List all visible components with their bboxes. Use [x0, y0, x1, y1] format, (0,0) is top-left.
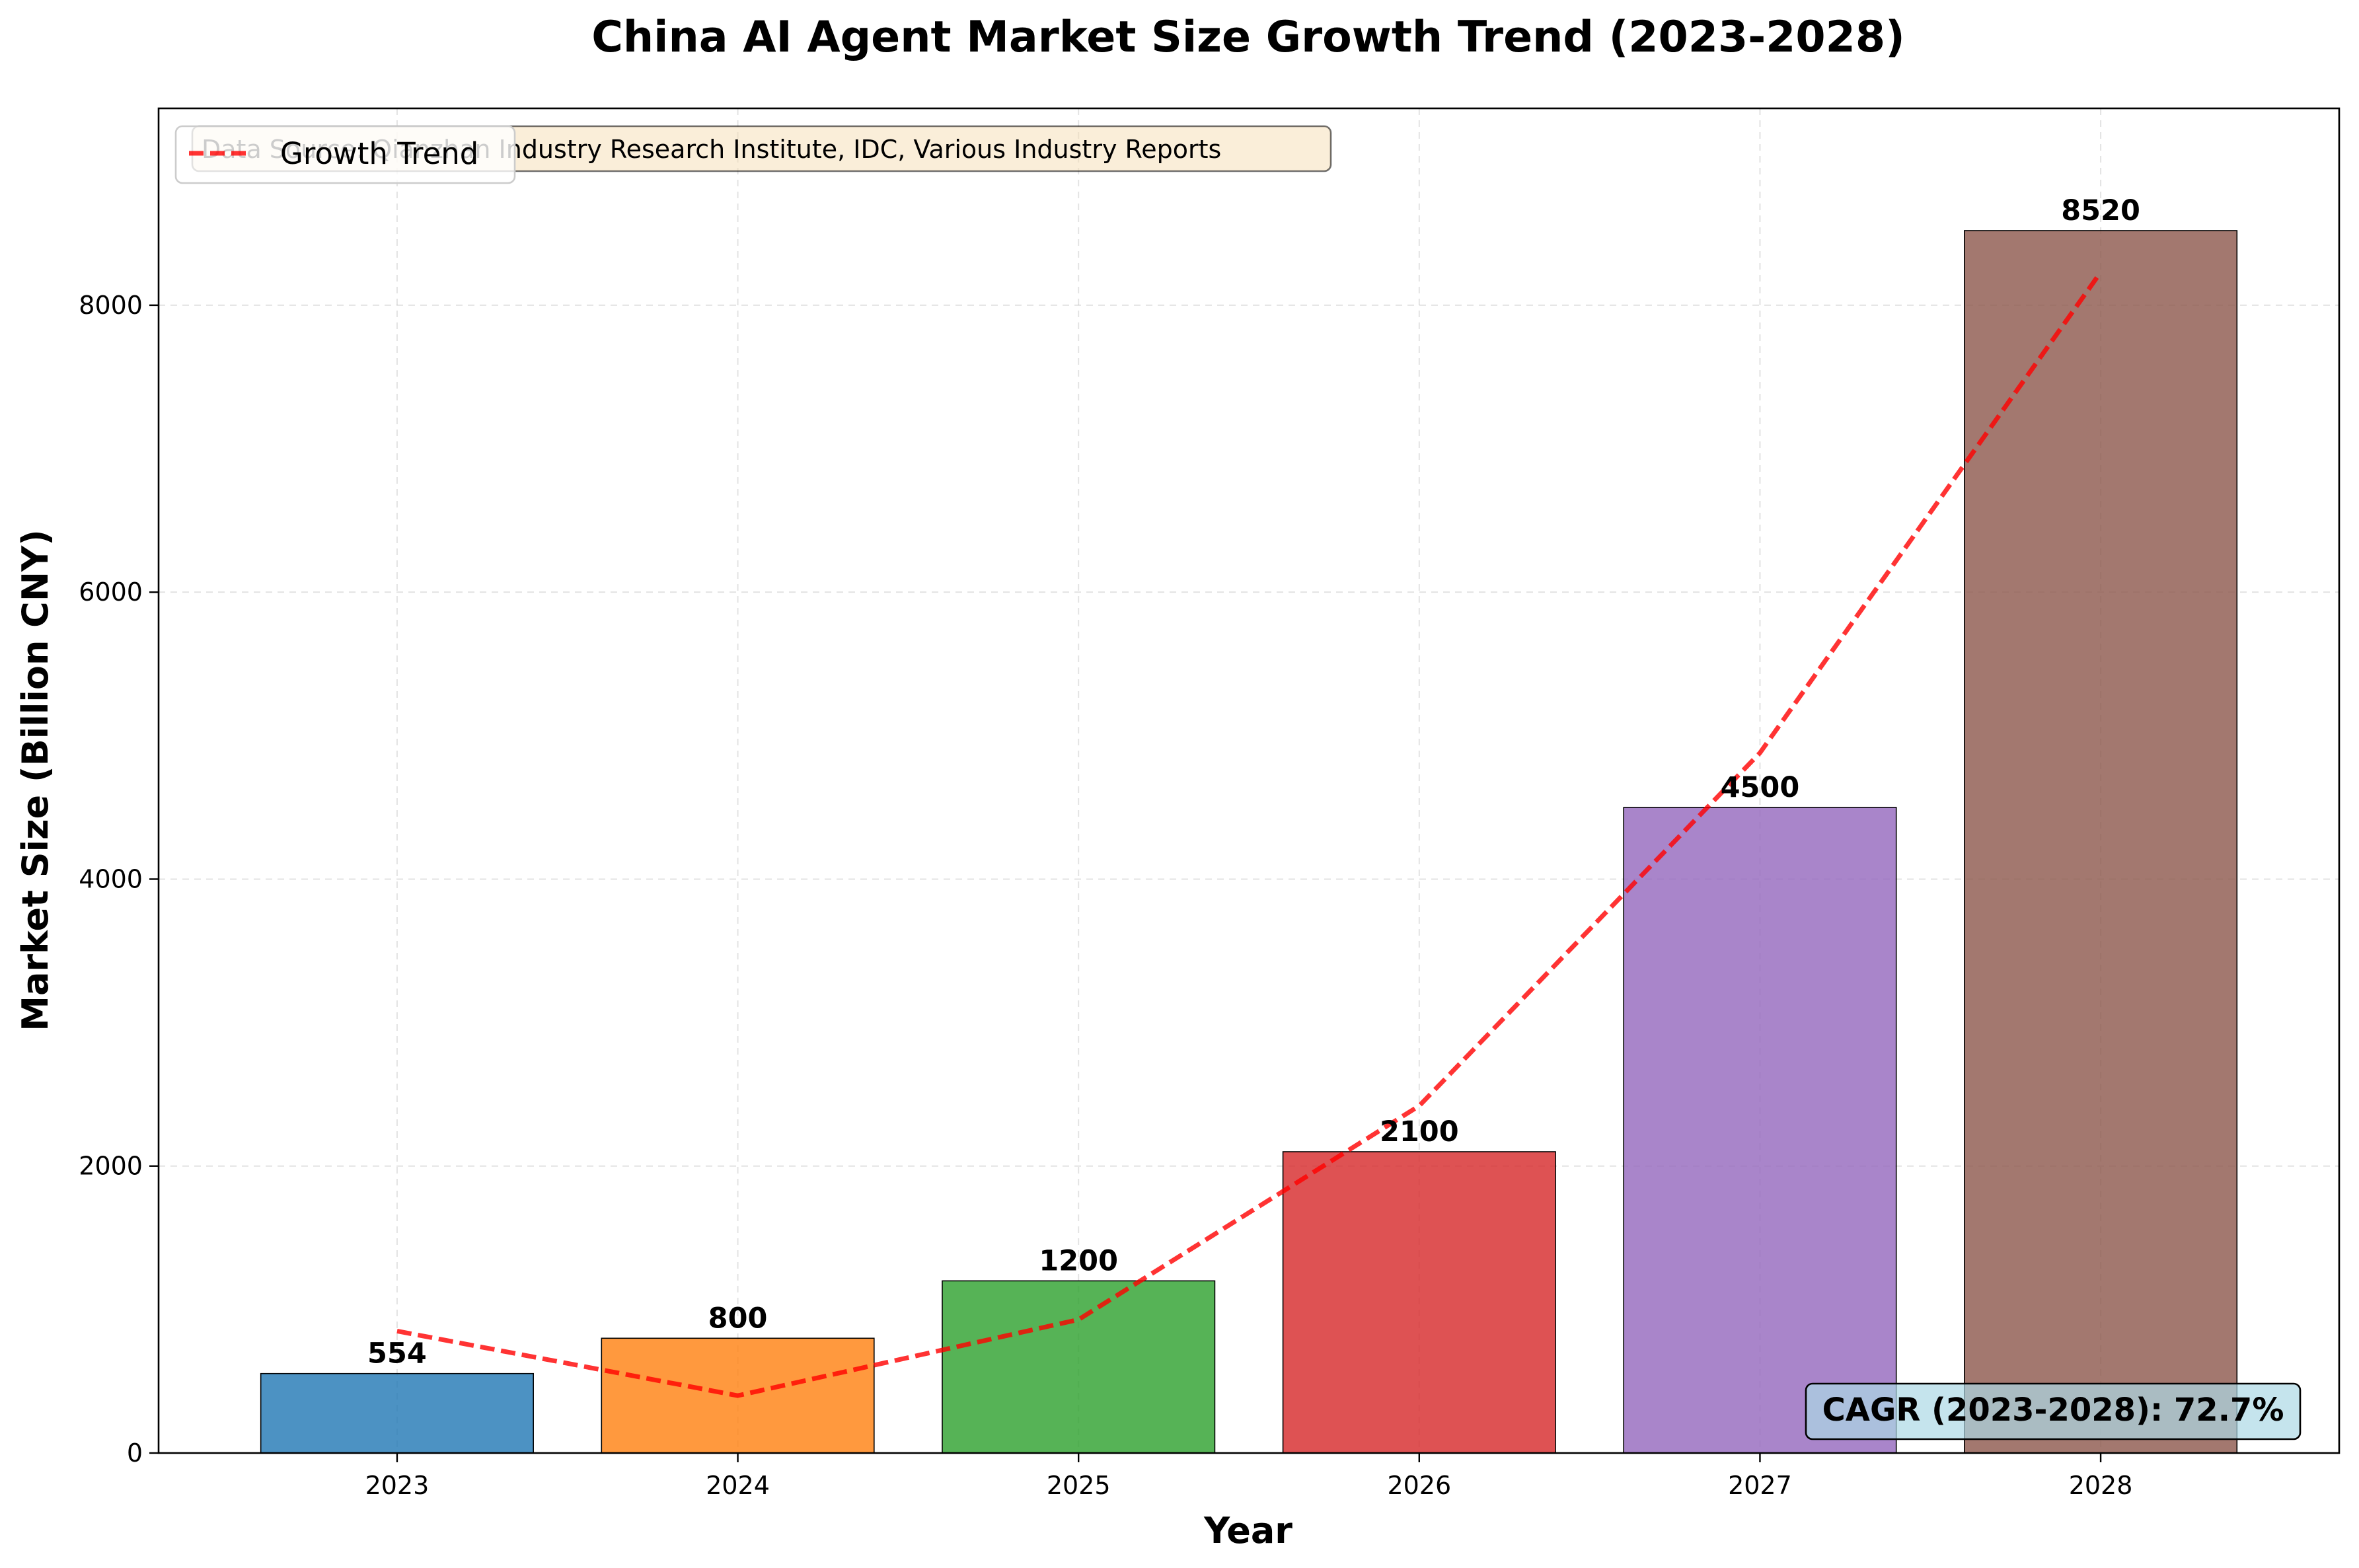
legend-box [174, 125, 516, 184]
bar-2025 [942, 1280, 1216, 1454]
bar-2028 [1964, 230, 2238, 1454]
data-label-2025: 1200 [1039, 1244, 1118, 1277]
data-label-2027: 4500 [1721, 771, 1800, 804]
trend-line-group [396, 270, 2103, 1398]
cagr-note-text: CAGR (2023-2028): 72.7% [1822, 1392, 2284, 1429]
legend-trend-label: Growth Trend [280, 136, 478, 171]
chart-title: China AI Agent Market Size Growth Trend … [591, 13, 1905, 62]
cagr-note-box [1805, 1382, 2302, 1440]
bar-2023 [260, 1372, 534, 1454]
x-tick-label-2024: 2024 [706, 1471, 770, 1500]
x-tick-label-2023: 2023 [365, 1471, 430, 1500]
y-tick-label-8000: 8000 [79, 291, 143, 320]
bar-2026 [1282, 1151, 1556, 1454]
y-tick-label-4000: 4000 [79, 864, 143, 893]
data-label-2026: 2100 [1380, 1115, 1459, 1148]
data-labels: 554 800 1200 2100 4500 8520 [367, 194, 2140, 1370]
y-tick-label-0: 0 [127, 1438, 143, 1468]
grid [159, 108, 2339, 1453]
x-tick-label-2025: 2025 [1047, 1471, 1111, 1500]
cagr-note: CAGR (2023-2028): 72.7% [1805, 1382, 2302, 1440]
x-axis: 2023 2024 2025 2026 2027 2028 [365, 1453, 2133, 1500]
x-tick-label-2026: 2026 [1387, 1471, 1451, 1500]
plot-frame [157, 107, 2340, 1454]
x-axis-label: Year [1203, 1510, 1292, 1551]
y-axis-label: Market Size (Billion CNY) [15, 529, 56, 1031]
bar-2027 [1623, 807, 1897, 1454]
x-tick-label-2027: 2027 [1728, 1471, 1792, 1500]
data-label-2023: 554 [367, 1337, 427, 1370]
x-tick-label-2028: 2028 [2069, 1471, 2133, 1500]
data-label-2028: 8520 [2061, 194, 2140, 227]
bars [260, 230, 2238, 1454]
data-label-2024: 800 [708, 1302, 768, 1335]
y-tick-label-6000: 6000 [79, 578, 143, 607]
trend-line [396, 270, 2103, 1398]
legend: Growth Trend [174, 125, 516, 184]
y-axis: 0 2000 4000 6000 8000 [79, 291, 159, 1468]
y-tick-label-2000: 2000 [79, 1152, 143, 1181]
